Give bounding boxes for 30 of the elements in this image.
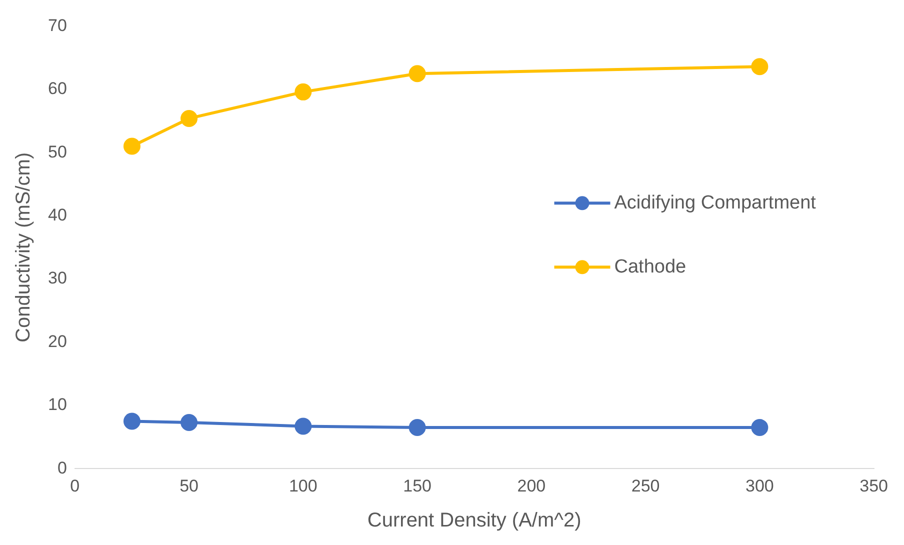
x-tick-label: 100 [288, 476, 318, 496]
point [123, 138, 140, 155]
y-tick-label: 0 [57, 458, 67, 478]
x-tick-label: 350 [860, 476, 888, 496]
point [294, 83, 312, 100]
point [123, 412, 140, 430]
y-axis-title: Conductivity (mS/cm) [12, 152, 35, 342]
y-tick-label: 40 [48, 205, 67, 224]
x-tick-label: 50 [180, 476, 198, 496]
x-tick-label: 0 [70, 476, 80, 496]
point [180, 110, 198, 127]
y-tick-label: 20 [48, 332, 67, 351]
x-tick-label: 200 [517, 476, 546, 496]
point [751, 58, 768, 76]
y-tick-label: 10 [48, 395, 67, 414]
legend-label: Acidifying Compartment [614, 192, 817, 214]
point [294, 418, 312, 435]
y-tick-label: 30 [48, 268, 67, 288]
x-axis-title: Current Density (A/m^2) [367, 510, 582, 532]
y-tick-label: 60 [48, 79, 67, 98]
y-tick-label: 50 [48, 142, 67, 162]
y-tick-label: 70 [48, 16, 67, 35]
point [408, 419, 426, 436]
x-tick-label: 300 [746, 476, 774, 496]
x-tick-label: 250 [631, 476, 660, 496]
legend-label: Cathode [614, 256, 686, 278]
x-tick-label: 150 [403, 476, 432, 496]
point [751, 419, 768, 436]
point [408, 65, 426, 82]
point [180, 414, 198, 431]
